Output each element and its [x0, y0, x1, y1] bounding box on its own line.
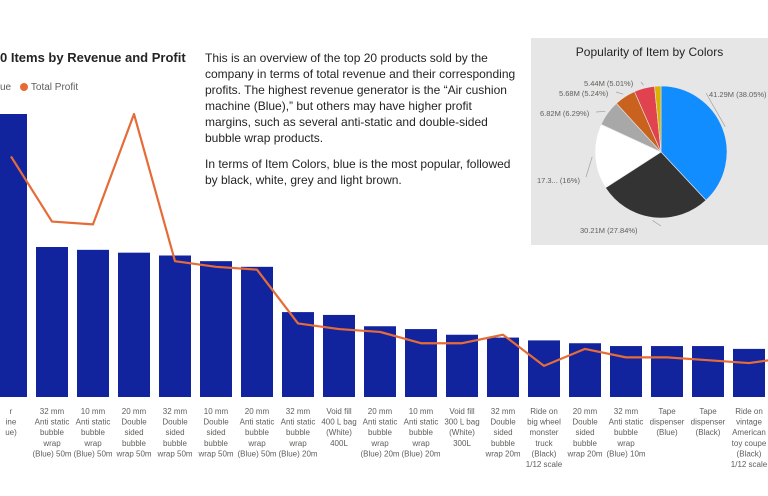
category-label: 10 mm Anti static bubble wrap (Blue) 50m	[73, 407, 112, 458]
revenue-bar[interactable]	[610, 346, 642, 397]
category-label: 10 mm Double sided bubble wrap 50m	[197, 407, 233, 458]
revenue-bar[interactable]	[692, 346, 724, 397]
category-label: 32 mm Anti static bubble wrap (Blue) 50m	[32, 407, 71, 458]
category-label: 20 mm Double sided bubble wrap 50m	[115, 407, 151, 458]
pie-slice-label: 5.68M (5.24%)	[559, 89, 609, 98]
pie-slice-label: 41.29M (38.05%)	[709, 90, 767, 99]
category-label: Void fill 300 L bag (White) 300L	[444, 407, 479, 448]
category-label: 10 mm Anti static bubble wrap (Blue) 20m	[401, 407, 440, 458]
category-label: Tape dispenser (Blue)	[650, 407, 685, 437]
revenue-bar[interactable]	[651, 346, 683, 397]
category-label: Ride on big wheel monster truck (Black) 1/12 …	[526, 407, 563, 469]
category-label: Tape dispenser (Black)	[691, 407, 726, 437]
category-label: 20 mm Anti static bubble wrap (Blue) 50m	[237, 407, 276, 458]
pie-leader-line	[652, 220, 661, 226]
category-label: Void fill 400 L bag (White) 400L	[321, 407, 356, 448]
category-label: 32 mm Double sided bubble wrap 50m	[156, 407, 192, 458]
pie-leader-line	[641, 82, 644, 85]
revenue-bar[interactable]	[241, 267, 273, 397]
pie-leader-line	[616, 92, 623, 94]
revenue-bar[interactable]	[200, 261, 232, 397]
pie-slice-label: 5.44M (5.01%)	[584, 79, 634, 88]
pie-slice-label: 30.21M (27.84%)	[580, 226, 638, 235]
revenue-bar[interactable]	[118, 253, 150, 397]
pie-leader-line	[596, 111, 605, 112]
revenue-bar[interactable]	[159, 256, 191, 398]
pie-chart-panel: Popularity of Item by Colors 41.29M (38.…	[531, 38, 768, 245]
revenue-bar[interactable]	[487, 338, 519, 397]
category-label: 32 mm Anti static bubble wrap (Blue) 10m	[606, 407, 645, 458]
pie-slice-label: 17.3... (16%)	[537, 176, 580, 185]
category-label: 32 mm Double sided bubble wrap 20m	[484, 407, 520, 458]
category-label: 32 mm Anti static bubble wrap (Blue) 20m	[278, 407, 317, 458]
pie-leader-line	[586, 157, 592, 177]
revenue-bar[interactable]	[0, 114, 27, 397]
revenue-bar[interactable]	[77, 250, 109, 397]
revenue-bar[interactable]	[528, 340, 560, 397]
pie-slice-label: 6.82M (6.29%)	[540, 109, 590, 118]
revenue-bar[interactable]	[36, 247, 68, 397]
category-label: 20 mm Double sided bubble wrap 20m	[566, 407, 602, 458]
category-label: 20 mm Anti static bubble wrap (Blue) 20m	[360, 407, 399, 458]
revenue-bar[interactable]	[364, 326, 396, 397]
category-label: r ine ue)	[5, 407, 17, 437]
revenue-bar[interactable]	[733, 349, 765, 397]
colors-pie-chart: 41.29M (38.05%) 30.21M (27.84%) 17.3... (1…	[531, 38, 768, 245]
category-label: Ride on vintage American toy coupe (Black) 1/…	[731, 407, 768, 469]
